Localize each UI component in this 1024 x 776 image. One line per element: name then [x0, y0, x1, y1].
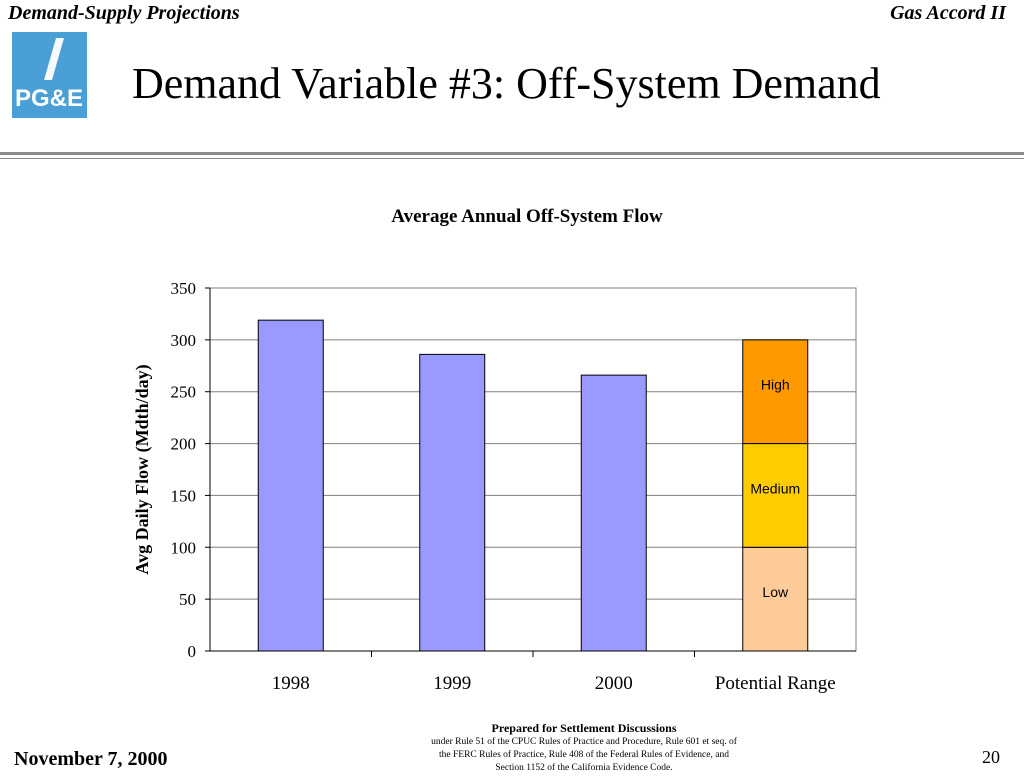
header-left-title: Demand-Supply Projections: [8, 2, 240, 24]
header-divider-thick: [0, 152, 1024, 155]
bar-1999: [419, 353, 486, 652]
y-tick-label: 100: [171, 538, 197, 557]
range-segment-low: [742, 546, 809, 652]
bar-2000: [580, 374, 647, 652]
footer-disclaimer-line: Section 1152 of the California Evidence …: [495, 763, 673, 773]
footer-disclaimer-line: the FERC Rules of Practice, Rule 408 of …: [439, 750, 729, 760]
footer-date: November 7, 2000: [14, 748, 168, 770]
range-segment-high: [742, 339, 809, 445]
bar-1998: [257, 319, 324, 652]
x-tick-label: Potential Range: [715, 673, 836, 694]
y-tick-label: 300: [171, 331, 197, 350]
range-label-high: High: [761, 377, 790, 393]
slide-title: Demand Variable #3: Off-System Demand: [132, 59, 881, 108]
logo-flame: [44, 38, 64, 80]
footer-disclaimer-lead: Prepared for Settlement Discussions: [491, 721, 677, 735]
footer-disclaimer-line: under Rule 51 of the CPUC Rules of Pract…: [431, 737, 737, 747]
x-tick-label: 2000: [595, 673, 633, 694]
y-tick-label: 50: [179, 590, 196, 609]
range-label-medium: Medium: [750, 480, 800, 496]
footer-disclaimer: Prepared for Settlement Discussions unde…: [384, 720, 784, 775]
y-tick-label: 0: [188, 642, 197, 661]
y-axis-label: Avg Daily Flow (Mdth/day): [132, 364, 153, 574]
y-tick-label: 200: [171, 435, 197, 454]
y-tick-label: 250: [171, 383, 197, 402]
logo-text: PG&E: [15, 85, 83, 112]
chart-title: Average Annual Off-System Flow: [391, 206, 663, 227]
y-tick-label: 150: [171, 486, 197, 505]
y-tick-label: 350: [171, 279, 197, 298]
off-system-flow-chart: Average Annual Off-System Flow 0 50 100 150 2…: [132, 206, 857, 694]
header-right-title: Gas Accord II: [890, 2, 1006, 24]
page-number: 20: [982, 747, 1000, 767]
range-label-low: Low: [762, 584, 789, 600]
x-tick-label: 1999: [433, 673, 471, 694]
x-tick-label: 1998: [272, 673, 310, 694]
pge-logo: PG&E: [12, 32, 87, 118]
header-divider-thin: [0, 158, 1024, 159]
